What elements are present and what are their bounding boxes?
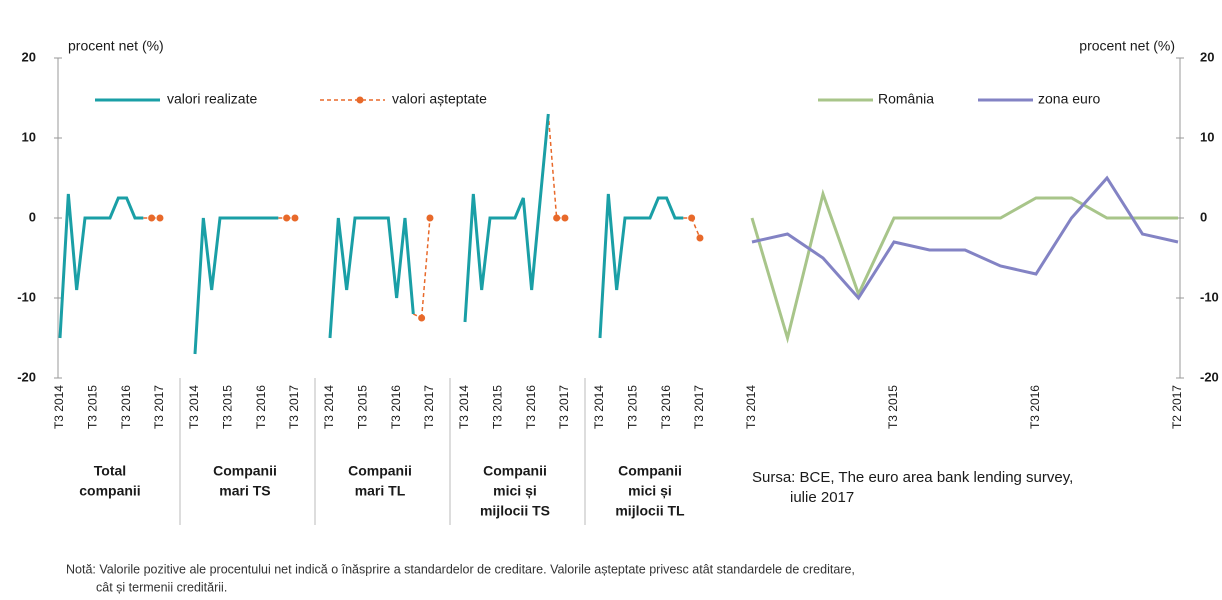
- group-label: mijlocii TL: [615, 503, 685, 519]
- series-line: [750, 188, 1178, 344]
- x-tick-label: T2 2017: [1170, 385, 1184, 429]
- expected-line-marker: [418, 314, 426, 322]
- expected-line: [690, 217, 701, 239]
- x-tick-label: T3 2016: [524, 385, 538, 429]
- x-tick-label: T3 2017: [557, 385, 571, 429]
- x-tick-label: T3 2015: [886, 385, 900, 429]
- expected-connector: [547, 113, 558, 219]
- y-tick-label: 20: [22, 49, 36, 64]
- legend-label: România: [878, 91, 934, 107]
- y-tick-label: -20: [17, 369, 36, 384]
- note: Notă: Valorile pozitive ale procentului …: [66, 562, 855, 576]
- group-label: Companii: [618, 463, 682, 479]
- realized-line: [193, 216, 279, 355]
- x-tick-label: T3 2015: [625, 385, 639, 429]
- x-tick-label: T3 2017: [422, 385, 436, 429]
- legend-label: valori realizate: [167, 91, 257, 107]
- x-tick-label: T3 2017: [287, 385, 301, 429]
- group-label: mari TL: [355, 483, 406, 499]
- expected-line-marker: [148, 214, 156, 222]
- x-tick-label: T3 2015: [490, 385, 504, 429]
- x-tick-label: T3 2015: [220, 385, 234, 429]
- y-tick-label: 0: [1200, 209, 1207, 224]
- x-tick-label: T3 2017: [152, 385, 166, 429]
- x-tick-label: T3 2016: [659, 385, 673, 429]
- x-tick-label: T3 2015: [85, 385, 99, 429]
- x-tick-label: T3 2014: [52, 385, 66, 429]
- realized-line: [328, 216, 415, 339]
- expected-line-marker: [688, 214, 696, 222]
- x-tick-label: T3 2014: [592, 385, 606, 429]
- y-tick-label: -20: [1200, 369, 1219, 384]
- y-tick-label: 10: [22, 129, 36, 144]
- legend-label: zona euro: [1038, 91, 1100, 107]
- group-label: mijlocii TS: [480, 503, 550, 519]
- source: Sursa: BCE, The euro area bank lending s…: [752, 469, 1073, 486]
- expected-line-marker: [696, 234, 704, 242]
- expected-line-marker: [561, 214, 569, 222]
- y-tick-label: 0: [29, 209, 36, 224]
- legend-marker: [356, 96, 364, 104]
- x-tick-label: T3 2015: [355, 385, 369, 429]
- x-tick-label: T3 2014: [457, 385, 471, 429]
- expected-line: [420, 217, 431, 319]
- expected-line-marker: [553, 214, 561, 222]
- y-tick-label: -10: [17, 289, 36, 304]
- source: iulie 2017: [790, 489, 854, 506]
- legend-label: valori așteptate: [392, 91, 487, 107]
- expected-line-marker: [426, 214, 434, 222]
- group-label: mari TS: [219, 483, 270, 499]
- expected-line-marker: [283, 214, 291, 222]
- group-label: Total: [94, 463, 126, 479]
- x-tick-label: T3 2014: [322, 385, 336, 429]
- group-label: mici și: [493, 483, 537, 499]
- y-tick-label: 10: [1200, 129, 1214, 144]
- y-tick-label: 20: [1200, 49, 1214, 64]
- expected-line-marker: [291, 214, 299, 222]
- group-label: Companii: [213, 463, 277, 479]
- realized-line: [598, 193, 684, 339]
- series-line: [751, 175, 1179, 301]
- x-tick-label: T3 2014: [187, 385, 201, 429]
- y-tick-label: -10: [1200, 289, 1219, 304]
- realized-line: [463, 113, 550, 323]
- x-tick-label: T3 2016: [254, 385, 268, 429]
- x-tick-label: T3 2016: [389, 385, 403, 429]
- group-label: mici și: [628, 483, 672, 499]
- y-axis-title: procent net (%): [1079, 38, 1175, 54]
- expected-line-marker: [156, 214, 164, 222]
- group-label: companii: [79, 483, 140, 499]
- x-tick-label: T3 2017: [692, 385, 706, 429]
- x-tick-label: T3 2016: [1028, 385, 1042, 429]
- group-label: Companii: [483, 463, 547, 479]
- note: cât și termenii creditării.: [96, 580, 227, 594]
- y-axis-title: procent net (%): [68, 38, 164, 54]
- x-tick-label: T3 2014: [744, 385, 758, 429]
- group-label: Companii: [348, 463, 412, 479]
- realized-line: [58, 193, 144, 339]
- x-tick-label: T3 2016: [119, 385, 133, 429]
